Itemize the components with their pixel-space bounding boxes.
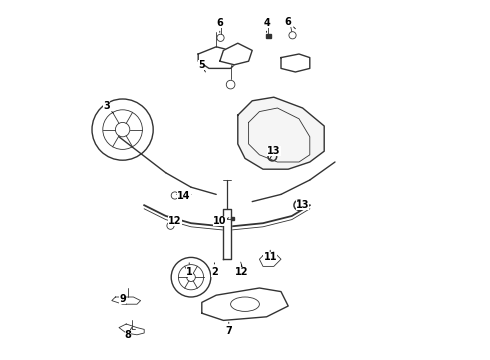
Polygon shape <box>202 288 288 320</box>
Polygon shape <box>119 324 144 335</box>
Polygon shape <box>281 54 310 72</box>
Text: 13: 13 <box>267 146 281 158</box>
Polygon shape <box>231 217 234 220</box>
Text: 8: 8 <box>124 328 132 340</box>
Text: 6: 6 <box>285 17 295 29</box>
Text: 10: 10 <box>213 216 229 226</box>
Polygon shape <box>220 43 252 65</box>
Text: 12: 12 <box>235 265 248 277</box>
Text: 5: 5 <box>198 60 205 72</box>
Polygon shape <box>266 34 271 38</box>
Text: 14: 14 <box>177 191 191 201</box>
Text: 4: 4 <box>263 18 270 32</box>
Text: 9: 9 <box>119 294 126 304</box>
Text: 11: 11 <box>264 250 277 262</box>
Polygon shape <box>198 47 238 68</box>
Text: 7: 7 <box>225 322 232 336</box>
Polygon shape <box>223 209 231 259</box>
Text: 2: 2 <box>211 263 218 277</box>
Text: 1: 1 <box>186 263 193 277</box>
Polygon shape <box>238 97 324 169</box>
Polygon shape <box>259 252 281 266</box>
Text: 3: 3 <box>103 101 114 113</box>
Polygon shape <box>112 297 141 304</box>
Text: 13: 13 <box>296 200 309 210</box>
Text: 12: 12 <box>168 216 182 226</box>
Text: 6: 6 <box>217 18 223 32</box>
